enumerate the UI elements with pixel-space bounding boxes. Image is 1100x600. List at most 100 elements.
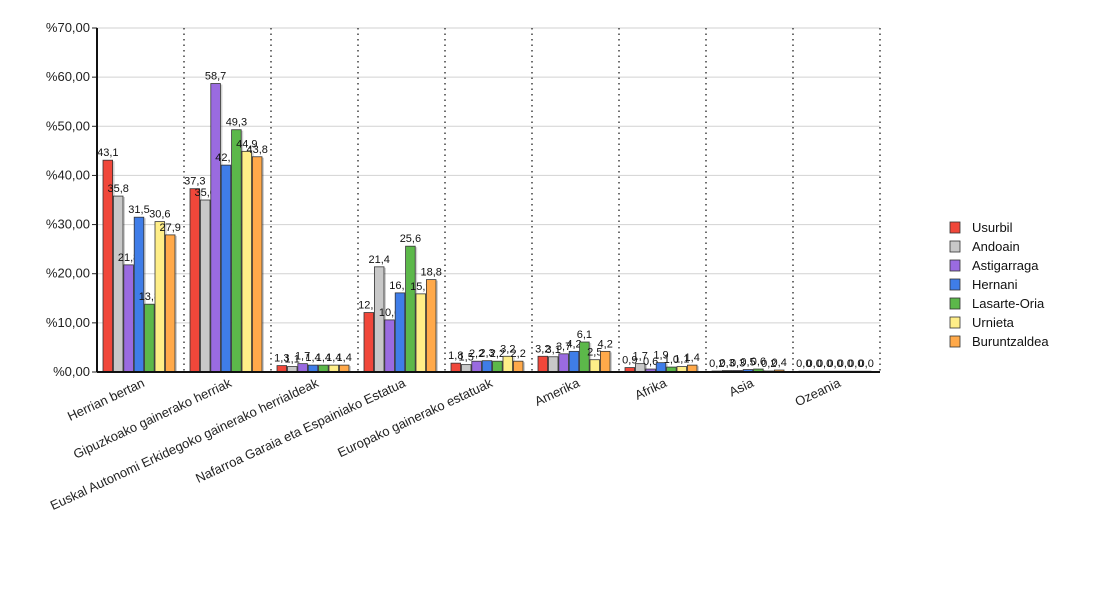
y-tick-label: %20,00 [46,266,90,281]
bar [220,164,232,373]
bar [492,360,503,373]
data-label: 0,0 [817,358,832,370]
data-label: 0,9 [622,355,637,367]
bar [513,360,524,373]
data-label: 1,4 [685,352,700,364]
legend-label: Usurbil [972,220,1013,235]
data-label: 0,6 [751,356,766,368]
data-label: 1,0 [664,354,679,366]
data-label: 0,0 [859,358,874,370]
bar [600,350,611,373]
data-label: 2,2 [469,348,484,360]
data-label: 18,8 [420,267,441,279]
data-label: 0,3 [720,358,735,370]
data-label: 1,7 [295,351,310,363]
legend-swatch [949,278,961,291]
y-tick-label: %40,00 [46,167,90,182]
legend-label: Lasarte-Oria [972,296,1045,311]
data-label: 1,7 [633,351,648,363]
legend-swatch [949,240,961,253]
bar [338,364,350,373]
legend-swatch [949,316,961,329]
bar [363,312,375,373]
data-label: 2,5 [587,347,602,359]
data-label: 0,0 [838,358,853,370]
bar [231,129,242,373]
bar [415,293,427,373]
data-label: 4,2 [566,338,581,350]
y-tick-label: %50,00 [46,118,90,133]
bar [425,279,437,373]
bar [537,355,549,373]
bar [307,364,319,373]
data-label: 0,4 [772,357,787,369]
data-label: 0,0 [807,358,822,370]
bar [558,353,569,373]
y-tick-label: %10,00 [46,315,90,330]
bar [460,364,472,373]
bar [318,364,329,373]
data-label: 0,0 [796,358,811,370]
bar [154,221,166,373]
x-tick-label: Herrian bertan [65,375,147,424]
bar [199,199,211,373]
legend-label: Buruntzaldea [972,334,1049,349]
bar [144,303,155,373]
legend-swatch [949,259,961,272]
data-label: 1,1 [285,354,300,366]
data-label: 1,4 [326,352,341,364]
y-tick-label: %60,00 [46,69,90,84]
data-label: 0,0 [827,358,842,370]
data-label: 3,2 [535,343,550,355]
data-label: 1,4 [305,352,320,364]
data-label: 1,3 [274,353,289,365]
bar [471,360,482,373]
bar [384,319,395,373]
data-label: 49,3 [226,117,247,129]
data-label: 1,1 [674,354,689,366]
y-tick-label: %30,00 [46,217,90,232]
data-label: 2,2 [511,348,526,360]
bar [687,364,698,373]
data-label: 58,7 [205,71,226,83]
data-label: 1,4 [337,352,352,364]
data-label: 44,9 [236,138,257,150]
x-tick-label: Gipuzkoako gainerako herriak [71,375,234,462]
data-label: 21,4 [368,254,389,266]
data-label: 43,1 [97,147,118,159]
data-label: 27,9 [159,222,180,234]
legend-label: Andoain [972,239,1020,254]
legend-swatch [949,335,961,348]
data-label: 3,7 [556,341,571,353]
bar [548,356,559,373]
data-label: 31,5 [128,204,149,216]
bar [123,264,134,373]
legend-swatch [949,221,961,234]
bar [405,245,416,373]
bar [481,360,493,373]
data-label: 35,8 [107,183,128,195]
y-tick-label: %0,00 [53,364,90,379]
bar [241,150,253,373]
legend-label: Astigarraga [972,258,1039,273]
bar [450,362,462,373]
data-label: 2,2 [490,348,505,360]
x-tick-label: Asia [727,375,757,400]
data-label: 2,3 [479,348,494,360]
data-label: 3,2 [500,343,515,355]
legend-label: Hernani [972,277,1018,292]
bar [113,195,124,373]
data-label: 0,2 [761,358,776,370]
data-label: 43,8 [246,144,267,156]
data-label: 1,9 [653,350,668,362]
x-tick-label: Europako gainerako estatuak [335,375,495,460]
data-label: 6,1 [577,329,592,341]
data-label: 30,6 [149,209,170,221]
data-label: 25,6 [400,233,421,245]
bar [394,292,406,373]
data-label: 37,3 [184,176,205,188]
y-tick-label: %70,00 [46,20,90,35]
data-label: 0,6 [643,356,658,368]
bar [210,83,221,373]
